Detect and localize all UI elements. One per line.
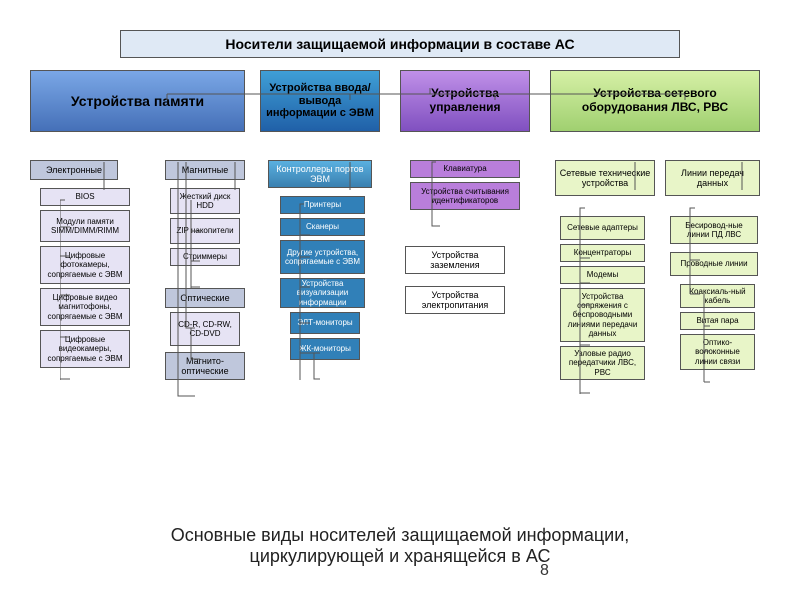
ctrl-ground: Устройства заземления	[405, 246, 505, 274]
main-memory: Устройства памяти	[30, 70, 245, 132]
io-elt: ЭЛТ-мониторы	[290, 312, 360, 334]
main-control: Устройства управления	[400, 70, 530, 132]
elec-foto: Цифровые фотокамеры, сопрягаемые с ЭВМ	[40, 246, 130, 284]
io-other: Другие устройства, сопрягаемые с ЭВМ	[280, 240, 365, 274]
mag-hdd: Жесткий диск HDD	[170, 188, 240, 214]
nl-coax: Коаксиаль-ный кабель	[680, 284, 755, 308]
cat-magneto: Магнито-оптические	[165, 352, 245, 380]
nd-adapt: Сетевые адаптеры	[560, 216, 645, 240]
ctrl-ident: Устройства считывания идентификаторов	[410, 182, 520, 210]
root-title: Носители защищаемой информации в составе…	[120, 30, 680, 58]
page-number: 8	[540, 562, 549, 580]
elec-bios: BIOS	[40, 188, 130, 206]
io-viz: Устройства визуализации информации	[280, 278, 365, 308]
elec-videom: Цифровые видео магнитофоны, сопрягаемые …	[40, 288, 130, 326]
io-scan: Сканеры	[280, 218, 365, 236]
main-io: Устройства ввода/вывода информации с ЭВМ	[260, 70, 380, 132]
cat-optical: Оптические	[165, 288, 245, 308]
nl-fiber: Оптико-волоконные линии связи	[680, 334, 755, 370]
io-print: Принтеры	[280, 196, 365, 214]
ctrl-power: Устройства электропитания	[405, 286, 505, 314]
nl-wireless: Бесировод-ные линии ПД ЛВС	[670, 216, 758, 244]
elec-simm: Модули памяти SIMM/DIMM/RIMM	[40, 210, 130, 242]
nd-modem: Модемы	[560, 266, 645, 284]
opt-cd: CD-R, CD-RW, CD-DVD	[170, 312, 240, 346]
mag-stream: Стриммеры	[170, 248, 240, 266]
net-tech: Сетевые технические устройства	[555, 160, 655, 196]
nd-radio: Узловые радио передатчики ЛВС, РВС	[560, 346, 645, 380]
nl-twist: Витая пара	[680, 312, 755, 330]
net-lines: Линии передач данных	[665, 160, 760, 196]
io-controllers: Контроллеры портов ЭВМ	[268, 160, 372, 188]
io-lcd: ЖК-мониторы	[290, 338, 360, 360]
nd-wireless: Устройства сопряжения с беспроводными ли…	[560, 288, 645, 342]
caption: Основные виды носителей защищаемой инфор…	[120, 525, 680, 567]
nd-conc: Концентраторы	[560, 244, 645, 262]
ctrl-keyboard: Клавиатура	[410, 160, 520, 178]
root-title-text: Носители защищаемой информации в составе…	[225, 36, 574, 52]
cat-magnetic: Магнитные	[165, 160, 245, 180]
cat-electronic: Электронные	[30, 160, 118, 180]
main-network: Устройства сетевого оборудования ЛВС, РВ…	[550, 70, 760, 132]
nl-wired: Проводные линии	[670, 252, 758, 276]
elec-videoc: Цифровые видеокамеры, сопрягаемые с ЭВМ	[40, 330, 130, 368]
mag-zip: ZIP накопители	[170, 218, 240, 244]
